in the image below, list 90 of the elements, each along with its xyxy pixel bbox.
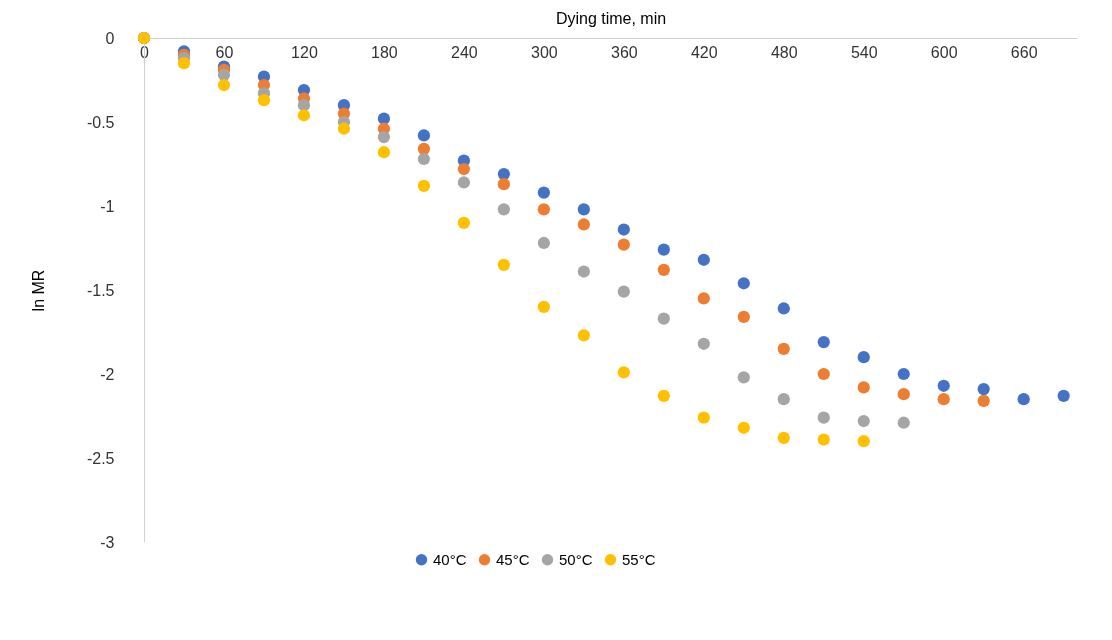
point xyxy=(897,416,910,429)
point xyxy=(1057,389,1070,402)
point xyxy=(857,435,870,448)
point xyxy=(337,122,351,135)
point xyxy=(497,258,510,271)
point xyxy=(1017,393,1030,406)
point xyxy=(537,236,550,250)
point xyxy=(457,216,471,229)
legend-label: 40°C xyxy=(433,550,467,568)
point xyxy=(697,253,710,266)
x-tick-label: 240 xyxy=(451,43,478,61)
point xyxy=(737,310,750,323)
x-axis-title: Dying time, min xyxy=(555,9,667,27)
point xyxy=(377,112,391,125)
point xyxy=(777,302,790,315)
x-tick-label: 420 xyxy=(690,43,718,61)
point xyxy=(417,152,431,166)
point xyxy=(777,342,790,355)
point xyxy=(217,78,231,92)
point xyxy=(857,414,870,428)
point xyxy=(897,367,910,381)
x-tick-label: 660 xyxy=(1010,43,1038,61)
point xyxy=(497,167,510,181)
point xyxy=(937,393,950,406)
point xyxy=(817,335,830,349)
y-tick-label: -1 xyxy=(100,197,115,215)
x-tick-label: 360 xyxy=(610,43,638,61)
point xyxy=(737,371,750,384)
point xyxy=(177,57,191,70)
point xyxy=(417,129,431,142)
point xyxy=(937,379,950,392)
x-tick-label: 60 xyxy=(215,43,234,61)
point xyxy=(617,223,630,236)
point xyxy=(657,389,670,402)
y-tick-label: -2 xyxy=(100,365,115,383)
point xyxy=(617,366,630,379)
legend-label: 45°C xyxy=(496,550,530,568)
point xyxy=(817,367,830,381)
point xyxy=(857,351,870,364)
y-tick-label: -0.5 xyxy=(86,113,115,131)
point xyxy=(377,146,391,159)
point xyxy=(497,203,510,216)
point xyxy=(577,265,590,278)
point xyxy=(657,312,670,325)
point xyxy=(657,263,670,276)
point xyxy=(297,109,311,122)
point xyxy=(697,292,710,305)
legend-label: 50°C xyxy=(559,550,593,568)
point xyxy=(377,131,391,144)
point xyxy=(657,243,670,256)
point xyxy=(417,179,431,192)
point xyxy=(257,94,271,107)
point xyxy=(897,388,910,401)
point xyxy=(297,99,311,112)
point xyxy=(857,381,870,394)
x-tick-label: 540 xyxy=(850,43,878,61)
point xyxy=(577,218,590,231)
y-axis-title: ln MR xyxy=(29,269,47,312)
y-tick-label: -1.5 xyxy=(86,281,115,299)
point xyxy=(537,186,550,199)
y-tick-label: -2.5 xyxy=(86,449,115,467)
point xyxy=(457,162,471,176)
point xyxy=(777,431,790,444)
point xyxy=(537,203,550,216)
point xyxy=(457,176,471,189)
point xyxy=(617,285,630,298)
point xyxy=(977,394,990,407)
x-tick-label: 600 xyxy=(930,43,958,61)
x-tick-label: 120 xyxy=(291,43,318,61)
y-tick-label: 0 xyxy=(105,29,115,47)
y-tick-label: -3 xyxy=(100,533,115,551)
point xyxy=(217,68,231,82)
x-tick-label: 300 xyxy=(531,43,558,61)
point xyxy=(577,329,590,342)
point xyxy=(817,411,830,424)
legend-label: 55°C xyxy=(622,550,656,568)
point xyxy=(697,337,710,350)
point xyxy=(737,421,750,434)
point xyxy=(497,178,510,191)
point xyxy=(977,383,990,396)
point xyxy=(417,142,431,155)
x-tick-label: 480 xyxy=(770,43,798,61)
point xyxy=(777,393,790,406)
point xyxy=(537,300,550,313)
point xyxy=(737,277,750,290)
point xyxy=(817,433,830,446)
point xyxy=(697,411,710,424)
point xyxy=(617,238,630,251)
point xyxy=(577,203,590,216)
x-tick-label: 180 xyxy=(371,43,398,61)
